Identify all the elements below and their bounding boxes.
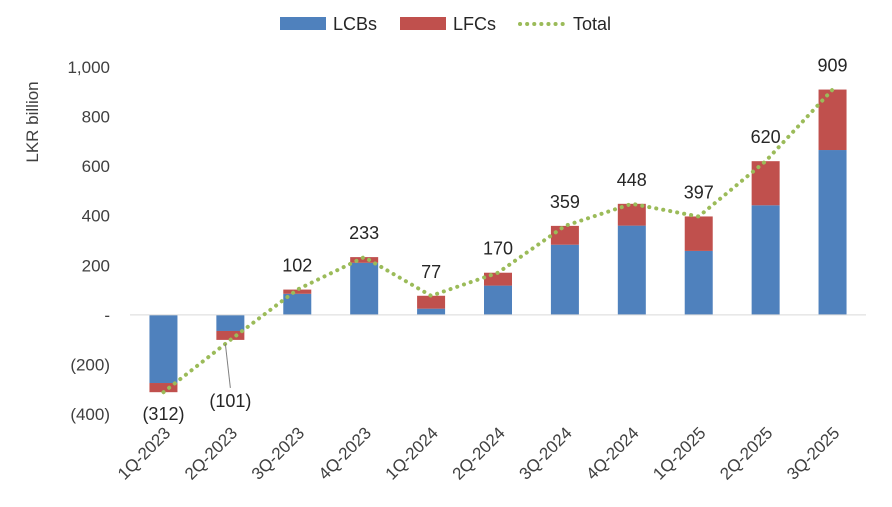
bar-lcbs-2q-2024 [484, 285, 512, 315]
total-line [161, 87, 835, 395]
legend-label-lcbs: LCBs [333, 14, 377, 34]
leader-line [224, 343, 231, 388]
total-series [161, 87, 835, 395]
y-tick-label: 800 [82, 108, 110, 127]
y-tick-label: (400) [70, 405, 110, 424]
bar-lfcs-1q-2023 [149, 383, 178, 393]
data-label-1q-2024: 77 [421, 262, 441, 282]
x-tick-label: 4Q-2023 [315, 423, 375, 483]
bar-lfcs-1q-2024 [417, 295, 446, 309]
bar-lcbs-3q-2025 [818, 150, 847, 315]
data-label-2q-2024: 170 [483, 239, 513, 259]
bar-lfcs-1q-2025 [684, 216, 713, 251]
x-tick-label: 3Q-2023 [248, 423, 308, 483]
data-label-3q-2024: 359 [550, 192, 580, 212]
y-axis-label: LKR billion [23, 81, 42, 162]
data-label-3q-2025: 909 [818, 56, 848, 76]
bar-lcbs-2q-2023 [216, 314, 245, 331]
bar-lcbs-1q-2023 [149, 314, 178, 384]
bar-lcbs-3q-2023 [283, 293, 312, 315]
y-tick-label: (200) [70, 355, 110, 374]
x-tick-label: 1Q-2025 [649, 423, 709, 483]
bar-lfcs-3q-2024 [550, 225, 579, 245]
data-labels: (312) (101) 102 233 77 170 359 448 397 620 909 [142, 56, 847, 425]
y-tick-label: 600 [82, 157, 110, 176]
legend-label-total: Total [573, 14, 611, 34]
bar-lfcs-4q-2023 [350, 257, 379, 263]
bar-lcbs-4q-2024 [617, 225, 646, 315]
data-label-2q-2023: (101) [209, 391, 251, 411]
y-tick-label: 400 [82, 207, 110, 226]
x-tick-label: 1Q-2023 [114, 423, 174, 483]
x-tick-label: 2Q-2023 [181, 423, 241, 483]
x-tick-label: 2Q-2024 [449, 423, 509, 483]
bar-lfcs-2q-2025 [751, 161, 780, 206]
y-axis-ticks: 1,000 800 600 400 200 - (200) (400) [67, 58, 110, 424]
y-tick-label: 1,000 [67, 58, 110, 77]
x-tick-label: 4Q-2024 [582, 423, 642, 483]
bar-lfcs-4q-2024 [617, 203, 646, 226]
bars [149, 89, 847, 393]
bar-lcbs-1q-2024 [417, 308, 446, 315]
bar-lcbs-4q-2023 [350, 262, 379, 315]
data-label-3q-2023: 102 [282, 256, 312, 276]
x-axis-ticks: 1Q-2023 2Q-2023 3Q-2023 4Q-2023 1Q-2024 2Q-20… [114, 423, 843, 483]
x-tick-label: 2Q-2025 [716, 423, 776, 483]
legend: LCBs LFCs Total [280, 14, 611, 34]
y-tick-label: 200 [82, 256, 110, 275]
x-tick-label: 3Q-2025 [783, 423, 843, 483]
bar-lcbs-3q-2024 [550, 244, 579, 315]
data-label-1q-2025: 397 [684, 182, 714, 202]
bar-lcbs-1q-2025 [684, 250, 713, 315]
data-label-1q-2023: (312) [142, 404, 184, 424]
data-label-4q-2023: 233 [349, 223, 379, 243]
data-label-4q-2024: 448 [617, 170, 647, 190]
bar-lfcs-3q-2023 [283, 289, 312, 294]
legend-swatch-lcbs [280, 17, 326, 30]
legend-label-lfcs: LFCs [453, 14, 496, 34]
legend-swatch-lfcs [400, 17, 446, 30]
bar-lcbs-2q-2025 [751, 205, 780, 315]
y-tick-label: - [104, 306, 110, 325]
x-tick-label: 3Q-2024 [516, 423, 576, 483]
bar-lfcs-2q-2023 [216, 330, 245, 340]
data-label-2q-2025: 620 [751, 127, 781, 147]
x-tick-label: 1Q-2024 [382, 423, 442, 483]
